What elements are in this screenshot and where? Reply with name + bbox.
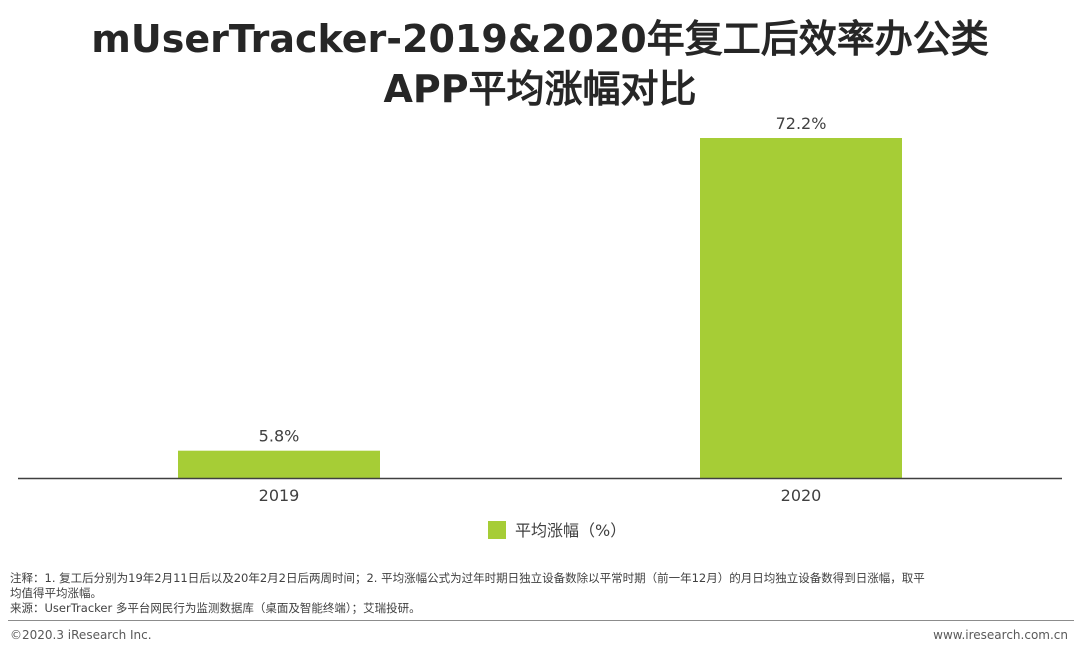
copyright-text: ©2020.3 iResearch Inc. — [10, 628, 152, 642]
x-tick-label-2019: 2019 — [259, 486, 300, 505]
chart-title-line-1: mUserTracker-2019&2020年复工后效率办公类 — [91, 17, 989, 61]
website-link[interactable]: www.iresearch.com.cn — [933, 628, 1068, 642]
data-label-2019: 5.8% — [259, 427, 300, 446]
chart-title: mUserTracker-2019&2020年复工后效率办公类 APP平均涨幅对… — [0, 14, 1080, 114]
data-label-2020: 72.2% — [776, 114, 827, 133]
note-line-1: 注释：1. 复工后分别为19年2月11日后以及20年2月2日后两周时间；2. 平… — [10, 571, 925, 585]
bar-chart: 5.8% 2019 72.2% 2020 平均涨幅（%） — [18, 114, 1062, 540]
note-line-2: 均值得平均涨幅。 — [10, 586, 102, 600]
x-tick-label-2020: 2020 — [781, 486, 822, 505]
chart-title-line-2: APP平均涨幅对比 — [383, 67, 697, 111]
chart-notes: 注释：1. 复工后分别为19年2月11日后以及20年2月2日后两周时间；2. 平… — [10, 571, 1070, 616]
bar-2020 — [700, 138, 902, 478]
footer-divider — [8, 620, 1074, 621]
legend-swatch — [488, 521, 506, 539]
bar-2019 — [178, 450, 380, 478]
source-line: 来源：UserTracker 多平台网民行为监测数据库（桌面及智能终端）；艾瑞投… — [10, 601, 421, 615]
legend-label: 平均涨幅（%） — [515, 521, 626, 540]
